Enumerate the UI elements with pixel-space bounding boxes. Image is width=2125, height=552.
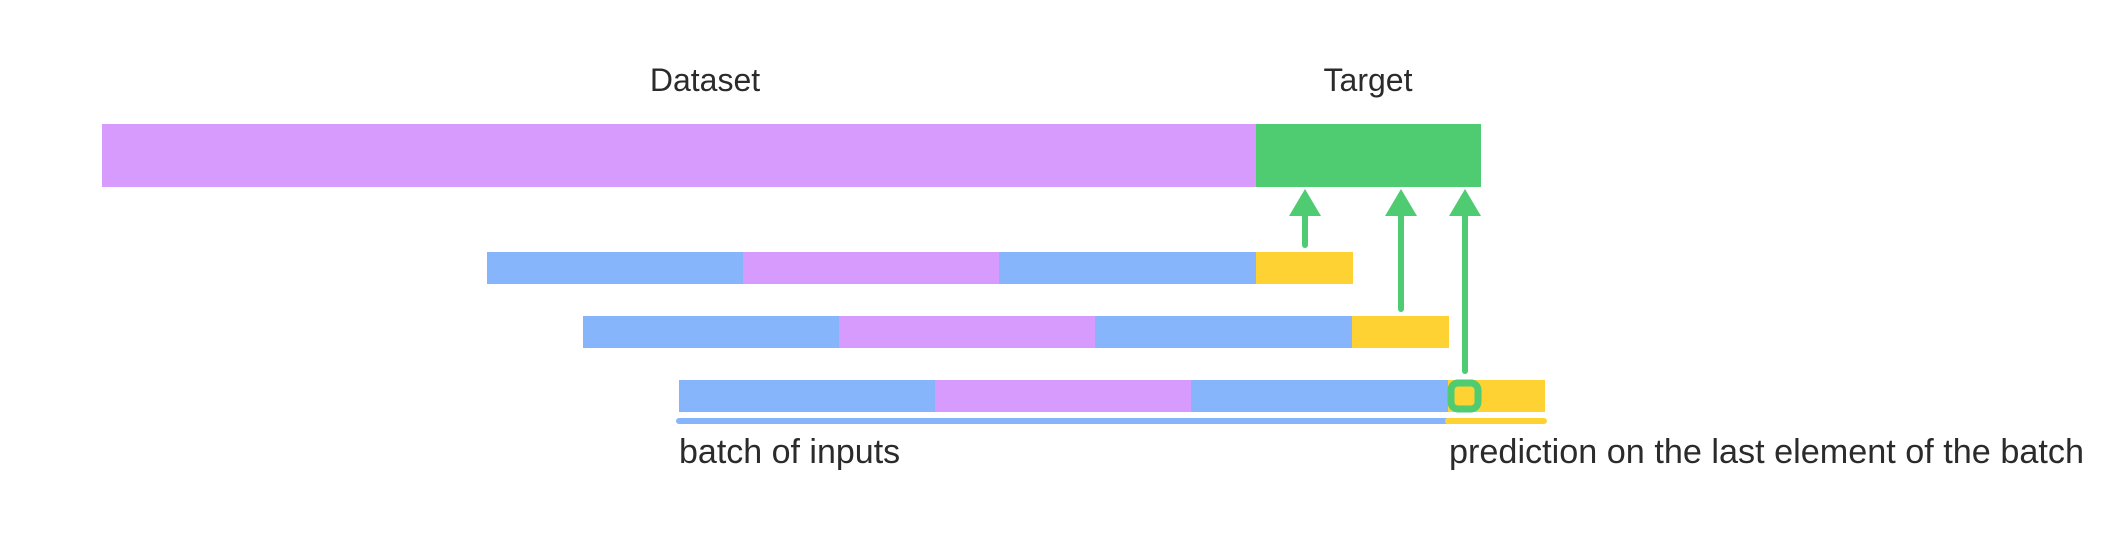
window-2-segment-prediction [1352, 316, 1449, 348]
window-1-segment-purple [743, 252, 1000, 284]
window-row-2 [583, 316, 1449, 348]
window-2-segment-blue-a [583, 316, 840, 348]
window-row-1 [487, 252, 1353, 284]
window-row-3 [679, 380, 1545, 412]
window-1-segment-prediction [1256, 252, 1353, 284]
window-1-segment-blue-b [999, 252, 1257, 284]
window-2-segment-blue-b [1095, 316, 1353, 348]
target-label: Target [1324, 62, 1413, 98]
dataset-label: Dataset [650, 62, 760, 98]
window-3-segment-blue-a [679, 380, 936, 412]
window-2-segment-purple [839, 316, 1096, 348]
window-3-segment-purple [935, 380, 1192, 412]
dataset-bar [102, 124, 1257, 187]
arrow-2 [1385, 189, 1417, 312]
prediction-label: prediction on the last element of the ba… [1449, 433, 2084, 471]
window-3-segment-blue-b [1191, 380, 1449, 412]
last-element-marker [1447, 379, 1482, 413]
target-bar [1256, 124, 1481, 187]
batch-of-inputs-label: batch of inputs [679, 433, 900, 471]
window-1-segment-blue-a [487, 252, 744, 284]
arrow-1 [1289, 189, 1321, 248]
arrow-3 [1449, 189, 1481, 374]
